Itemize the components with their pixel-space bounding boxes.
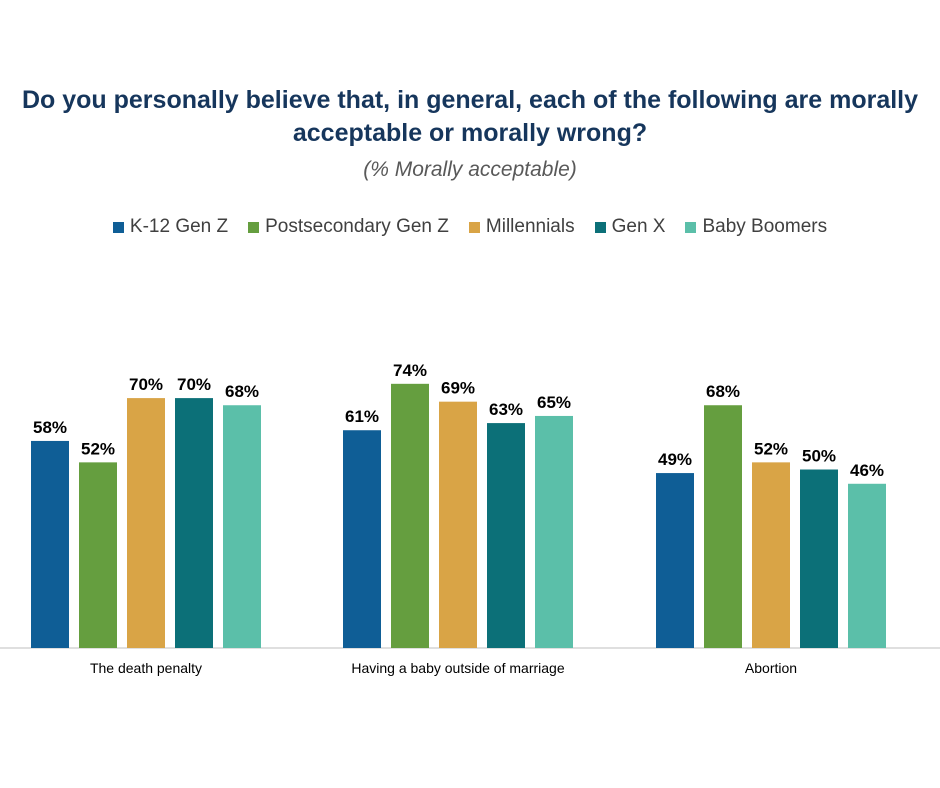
legend-item: Baby Boomers (685, 216, 827, 238)
bar (223, 405, 261, 648)
legend-swatch (594, 221, 606, 233)
bar (127, 398, 165, 648)
legend-swatch (468, 221, 480, 233)
data-label: 63% (489, 400, 523, 419)
bar (343, 430, 381, 648)
legend-label: K-12 Gen Z (129, 216, 229, 237)
bar (487, 423, 525, 648)
data-label: 61% (345, 407, 379, 426)
legend-swatch (112, 221, 124, 233)
data-label: 68% (225, 382, 259, 401)
bar (391, 383, 429, 648)
legend-label: Gen X (611, 216, 666, 237)
legend-swatch (685, 221, 697, 233)
data-label: 70% (177, 375, 211, 394)
legend-label: Postsecondary Gen Z (265, 216, 449, 237)
category-label: Having a baby outside of marriage (351, 660, 564, 676)
legend-item: Gen X (594, 216, 666, 238)
data-label: 52% (754, 439, 788, 458)
bar (656, 473, 694, 648)
data-label: 70% (129, 375, 163, 394)
data-label: 58% (33, 418, 67, 437)
legend-item: K-12 Gen Z (112, 216, 229, 238)
data-label: 65% (537, 393, 571, 412)
data-label: 52% (81, 439, 115, 458)
category-label: Abortion (745, 660, 797, 676)
data-label: 68% (706, 382, 740, 401)
legend: K-12 Gen Z Postsecondary Gen Z Millennia… (0, 216, 940, 238)
legend-item: Millennials (468, 216, 575, 238)
chart-title: Do you personally believe that, in gener… (21, 86, 919, 147)
bar (704, 405, 742, 648)
legend-label: Baby Boomers (702, 216, 828, 237)
bar (848, 483, 886, 648)
bar (752, 462, 790, 648)
legend-item: Postsecondary Gen Z (248, 216, 449, 238)
data-label: 49% (658, 450, 692, 469)
bar (800, 469, 838, 648)
data-label: 50% (802, 447, 836, 466)
bar (79, 462, 117, 648)
bar (31, 440, 69, 648)
data-label: 69% (441, 379, 475, 398)
bar (439, 401, 477, 648)
data-label: 46% (850, 461, 884, 480)
chart-subtitle: (% Morally acceptable) (363, 158, 577, 181)
legend-swatch (248, 221, 260, 233)
bar (535, 415, 573, 648)
legend-label: Millennials (485, 216, 575, 237)
bar (175, 398, 213, 648)
data-label: 74% (393, 361, 427, 380)
category-label: The death penalty (90, 660, 202, 676)
